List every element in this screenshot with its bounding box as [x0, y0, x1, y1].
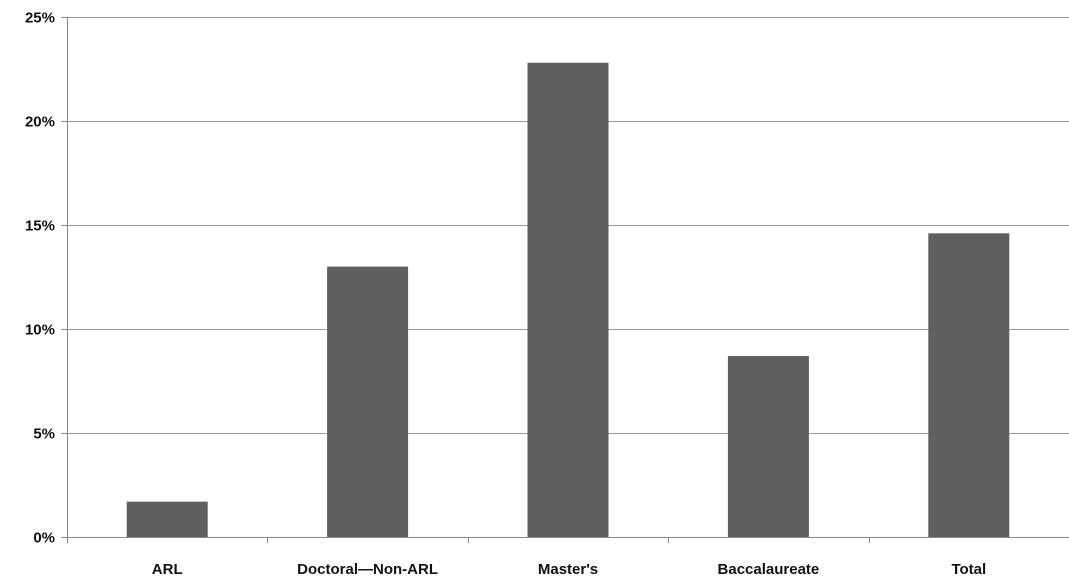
y-tick-label: 5%: [33, 426, 55, 443]
x-tick-label: Total: [951, 561, 986, 578]
x-tick-label: Baccalaureate: [718, 561, 820, 578]
y-tick-label: 25%: [25, 10, 55, 27]
bar-master-s: [527, 62, 609, 537]
bar-arl: [126, 501, 208, 537]
x-tick-label: Doctoral—Non-ARL: [297, 561, 438, 578]
y-tick-label: 0%: [33, 530, 55, 547]
bar-total: [928, 233, 1010, 537]
x-tick-label: Master's: [538, 561, 598, 578]
y-tick-label: 20%: [25, 114, 55, 131]
y-tick-label: 10%: [25, 322, 55, 339]
y-tick-label: 15%: [25, 218, 55, 235]
bar-doctoral-non-arl: [327, 266, 409, 537]
bar-baccalaureate: [727, 356, 809, 537]
x-tick-label: ARL: [152, 561, 183, 578]
